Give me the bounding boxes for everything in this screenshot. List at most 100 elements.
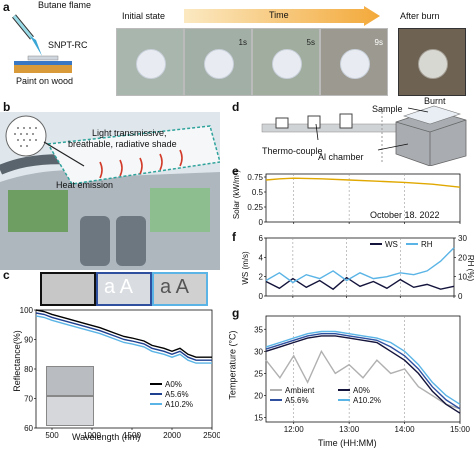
car-seat	[80, 216, 110, 266]
y2-tick-label: 30	[458, 234, 467, 243]
panel-c-xlabel: Wavelength (nm)	[72, 432, 141, 442]
series-line-a56	[35, 312, 212, 361]
panel-f-y2label: RH (%)	[466, 255, 474, 282]
panel-f-ylabel: WS (m/s)	[241, 251, 250, 285]
time-arrow	[184, 6, 380, 26]
x-tick-label: 15:00	[450, 425, 471, 434]
x-tick-label: 2000	[163, 431, 181, 440]
flame-setup-schematic	[12, 14, 72, 73]
panel-f-label: f	[232, 230, 236, 244]
swatch-a0	[40, 272, 96, 306]
y-tick-label: 35	[254, 325, 263, 334]
sample-plate	[403, 105, 461, 125]
y-tick-label: 20	[254, 392, 263, 401]
swatch-watermark: a A	[160, 276, 189, 298]
legend-label: A10.2%	[353, 396, 381, 405]
mini-chamber	[275, 117, 289, 129]
series-line-ambient	[265, 349, 461, 410]
series-line-rh	[265, 247, 455, 284]
panel-b-label: b	[3, 100, 11, 114]
temperature-chart: 15 20 25 30 35 12:00 13:00 14:00 15:00 Ambient A0%…	[254, 315, 471, 434]
callout-arrow	[43, 141, 85, 167]
butane-flame-label: Butane flame	[38, 0, 92, 10]
legend-label: A0%	[165, 380, 182, 389]
panel-g-label: g	[232, 306, 240, 320]
y-tick-label: 0.75	[247, 173, 263, 182]
legend-label: A0%	[353, 386, 370, 395]
y-tick-label: 6	[259, 234, 264, 243]
y2-tick-label: 10	[458, 273, 467, 282]
series-line-a102	[265, 330, 461, 405]
sample-disc	[136, 49, 166, 79]
photo-initial-state	[116, 28, 184, 96]
sample-disc	[272, 49, 302, 79]
series-line-a0	[265, 335, 461, 414]
torch-nozzle	[12, 15, 34, 39]
heat-emission-label: Heat emission	[56, 180, 114, 190]
y-tick-label: 15	[254, 414, 263, 423]
x-tick-label: 1500	[123, 431, 141, 440]
plot-frame	[265, 237, 455, 297]
y-tick-label: 60	[24, 424, 33, 433]
sample-disc	[418, 49, 448, 79]
y-tick-label: 90	[24, 336, 33, 345]
x-tick-label: 1000	[83, 431, 101, 440]
legend-label: A10.2%	[165, 400, 193, 409]
time-stamp: 5s	[306, 38, 315, 47]
x-tick-label: 14:00	[395, 425, 416, 434]
heat-emission-arrows	[99, 149, 183, 179]
sem-inset-top	[46, 366, 94, 396]
sample-disc	[340, 49, 370, 79]
photo-after-burn	[398, 28, 466, 96]
y-tick-label: 0.5	[252, 188, 264, 197]
series-line-a0	[35, 309, 212, 358]
flame-icon	[30, 36, 42, 56]
panel-d-label: d	[232, 100, 240, 114]
panel-g-xlabel: Time (HH:MM)	[318, 438, 377, 448]
x-tick-label: 13:00	[339, 425, 360, 434]
car-seat	[116, 216, 146, 266]
photo-5s: 5s	[252, 28, 320, 96]
series-line-a56	[265, 333, 461, 410]
panel-e-ylabel: Solar (kW/m²)	[232, 169, 242, 220]
window-landscape-right	[150, 188, 210, 232]
y-tick-label: 30	[254, 347, 263, 356]
time-stamp: 9s	[374, 38, 383, 47]
y-tick-label: 100	[20, 306, 34, 315]
swatch-a5-6: a A	[96, 272, 152, 306]
mini-chamber	[339, 113, 353, 129]
wind-humidity-chart: 0 2 4 6 0 10 20 30 WS RH WS (m/s) RH (%)	[241, 234, 474, 301]
y-tick-label: 4	[259, 253, 264, 262]
series-line-ws	[265, 276, 455, 291]
panel-c-label: c	[3, 268, 10, 282]
y-tick-label: 80	[24, 365, 33, 374]
x-tick-label: 12:00	[284, 425, 305, 434]
mini-chamber	[307, 115, 321, 129]
legend-label: WS	[385, 240, 398, 249]
measurement-setup-schematic	[261, 105, 467, 166]
paint-layer	[14, 61, 72, 65]
thermocouple-label: Thermo-couple	[262, 146, 323, 156]
radiative-shade	[46, 125, 220, 185]
x-tick-label: 2500	[203, 431, 220, 440]
sample-label: Sample	[372, 104, 403, 114]
y2-tick-label: 20	[458, 253, 467, 262]
time-label: Time	[269, 10, 289, 20]
snpt-rc-layer	[27, 55, 59, 61]
y-tick-label: 0	[259, 292, 264, 301]
snpt-rc-label: SNPT-RC	[48, 40, 88, 50]
solar-chart: 0 0.25 0.5 0.75	[247, 173, 461, 227]
legend-label: Ambient	[285, 386, 315, 395]
date-annotation: October 18. 2022	[370, 210, 440, 220]
swatch-watermark: a A	[104, 276, 133, 298]
y-tick-label: 70	[24, 395, 33, 404]
series-line-solar	[265, 177, 461, 188]
legend-label: A5.6%	[285, 396, 309, 405]
sem-inset-bottom	[46, 396, 94, 426]
shade-label-line2: breathable, radiative shade	[68, 139, 177, 149]
legend-label: A5.6%	[165, 390, 189, 399]
y2-tick-label: 0	[458, 292, 463, 301]
photo-9s: 9s	[320, 28, 388, 96]
x-tick-label: 500	[45, 431, 59, 440]
y-tick-label: 0	[259, 218, 264, 227]
